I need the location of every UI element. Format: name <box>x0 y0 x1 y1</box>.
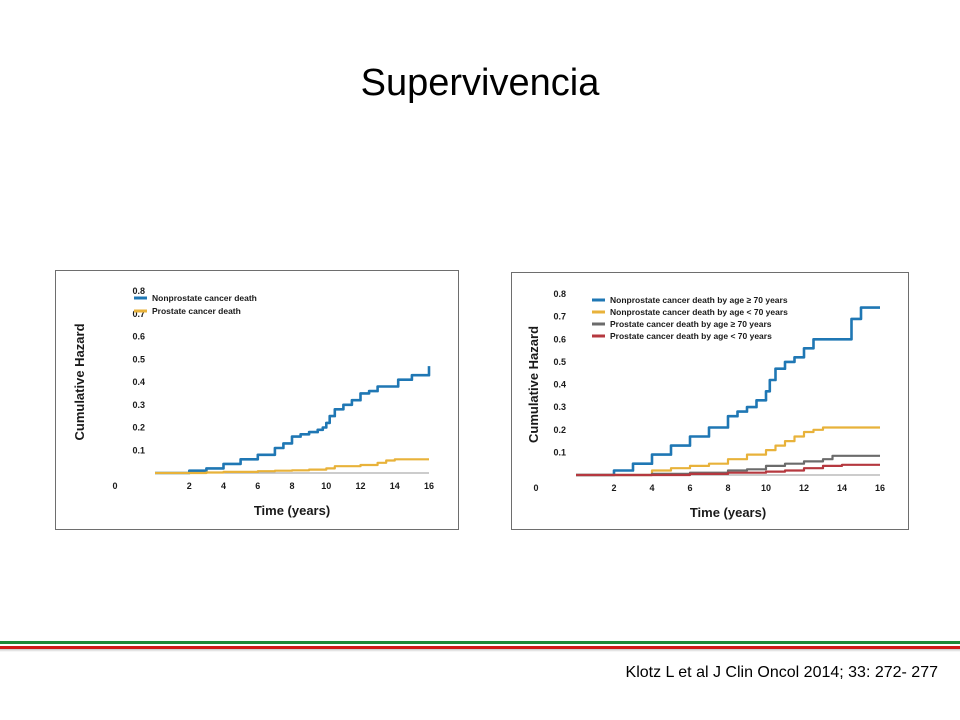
x-tick-label: 0 <box>533 483 538 493</box>
chart-panel-right: 0.1 0.2 0.3 0.4 0.5 0.6 0.7 0.8 0 2 4 6 8 10 12 14 16 Tim… <box>511 272 909 530</box>
y-tick-label: 0.3 <box>132 400 145 410</box>
series-line-4 <box>576 463 880 477</box>
x-axis-title: Time (years) <box>254 503 330 518</box>
legend-label: Prostate cancer death by age ≥ 70 years <box>610 319 772 329</box>
y-tick-label: 0.3 <box>553 402 566 412</box>
x-tick-label: 2 <box>187 481 192 491</box>
x-tick-label: 10 <box>761 483 771 493</box>
x-tick-label: 10 <box>321 481 331 491</box>
divider-green <box>0 641 960 644</box>
chart-svg-right: 0.1 0.2 0.3 0.4 0.5 0.6 0.7 0.8 0 2 4 6 8 10 12 14 16 Tim… <box>526 289 885 520</box>
y-tick-label: 0.5 <box>553 357 566 367</box>
x-tick-label: 12 <box>799 483 809 493</box>
y-tick-label: 0.1 <box>132 445 145 455</box>
y-axis-title: Cumulative Hazard <box>526 326 541 443</box>
y-tick-label: 0.5 <box>132 354 145 364</box>
y-tick-label: 0.2 <box>553 425 566 435</box>
x-axis-title: Time (years) <box>690 505 766 520</box>
series-line-1 <box>155 366 431 475</box>
y-tick-label: 0.4 <box>553 380 566 390</box>
slide-title: Supervivencia <box>360 62 600 104</box>
x-tick-label: 4 <box>221 481 226 491</box>
x-tick-label: 6 <box>687 483 692 493</box>
chart-svg-left: 0.1 0.2 0.3 0.4 0.5 0.6 0.7 0.8 0 2 4 6 8 10 12 14 16 Tim… <box>72 286 434 518</box>
y-tick-label: 0.1 <box>553 447 566 457</box>
x-tick-label: 16 <box>424 481 434 491</box>
y-tick-label: 0.4 <box>132 377 145 387</box>
y-tick-label: 0.8 <box>132 286 145 296</box>
y-tick-label: 0.6 <box>553 334 566 344</box>
x-tick-label: 8 <box>289 481 294 491</box>
divider-red <box>0 646 960 649</box>
x-tick-label: 2 <box>611 483 616 493</box>
series-line-2 <box>155 458 429 475</box>
x-tick-label: 14 <box>837 483 847 493</box>
chart-panel-left: 0.1 0.2 0.3 0.4 0.5 0.6 0.7 0.8 0 2 4 6 8 10 12 14 16 Tim… <box>55 270 459 530</box>
x-tick-label: 8 <box>725 483 730 493</box>
y-tick-label: 0.8 <box>553 289 566 299</box>
x-tick-label: 14 <box>390 481 400 491</box>
series-line-2 <box>576 426 880 477</box>
x-tick-label: 16 <box>875 483 885 493</box>
legend-label: Nonprostate cancer death by age < 70 yea… <box>610 307 788 317</box>
y-tick-label: 0.7 <box>132 309 145 319</box>
legend-label: Nonprostate cancer death by age ≥ 70 yea… <box>610 295 788 305</box>
series-line-1 <box>576 306 880 477</box>
divider-gap <box>0 644 960 646</box>
y-tick-label: 0.6 <box>132 332 145 342</box>
y-tick-label: 0.7 <box>553 312 566 322</box>
x-tick-label: 4 <box>649 483 654 493</box>
y-tick-label: 0.2 <box>132 423 145 433</box>
legend-label: Prostate cancer death by age < 70 years <box>610 331 772 341</box>
x-tick-label: 12 <box>355 481 365 491</box>
legend-label: Prostate cancer death <box>152 306 241 316</box>
citation: Klotz L et al J Clin Oncol 2014; 33: 272… <box>625 664 938 681</box>
x-tick-label: 0 <box>112 481 117 491</box>
legend-label: Nonprostate cancer death <box>152 293 257 303</box>
y-axis-title: Cumulative Hazard <box>72 323 87 440</box>
divider-shadow <box>0 649 960 652</box>
x-tick-label: 6 <box>255 481 260 491</box>
